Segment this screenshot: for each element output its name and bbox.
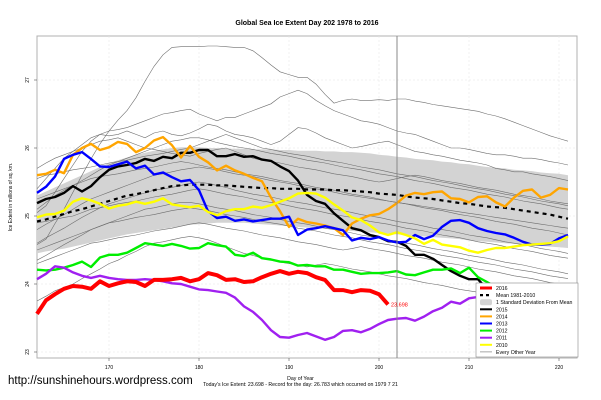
mean-line bbox=[36, 183, 569, 223]
series-line-2010 bbox=[36, 191, 569, 254]
legend-box bbox=[475, 282, 579, 358]
y-axis-label: Ice Extent in millions of sq. km. bbox=[8, 163, 14, 232]
series-line-2014 bbox=[36, 135, 569, 237]
legend-item: 1 Standard Deviation From Mean bbox=[480, 299, 573, 306]
other-year-line bbox=[36, 134, 569, 207]
legend-item: 2011 bbox=[480, 336, 507, 342]
today-caption: Today's Ice Extent: 23.698 - Record for … bbox=[203, 382, 398, 388]
x-tick-label: 170 bbox=[105, 365, 114, 371]
today-value-label: 23.698 bbox=[391, 302, 408, 308]
other-year-line bbox=[36, 45, 569, 245]
sd-band-group bbox=[37, 147, 568, 254]
legend-item: 2016 bbox=[480, 286, 508, 292]
legend-swatch bbox=[480, 299, 492, 306]
mean-line-group bbox=[36, 183, 569, 223]
other-year-line bbox=[36, 202, 569, 275]
other-year-line bbox=[36, 137, 569, 210]
legend-item: 2014 bbox=[480, 314, 508, 320]
y-tick-label: 26 bbox=[25, 145, 31, 151]
legend-label: 2016 bbox=[496, 286, 508, 292]
legend-label: Mean 1981-2010 bbox=[496, 293, 535, 299]
x-axis-ticks: 170 180 190 200 210 220 bbox=[105, 358, 564, 371]
y-tick-label: 23 bbox=[25, 349, 31, 355]
series-line-2013 bbox=[36, 150, 569, 246]
series-line-2016 bbox=[35, 269, 390, 316]
sd-band bbox=[37, 147, 568, 254]
legend-item: Mean 1981-2010 bbox=[480, 293, 535, 299]
other-year-line bbox=[36, 89, 569, 213]
legend-label: 2011 bbox=[496, 336, 507, 342]
series-group bbox=[35, 135, 569, 341]
other-year-line bbox=[36, 222, 569, 286]
legend-label: 2013 bbox=[496, 322, 508, 328]
x-tick-label: 200 bbox=[375, 365, 384, 371]
legend-label: 1 Standard Deviation From Mean bbox=[496, 300, 573, 306]
legend-item: 2010 bbox=[480, 343, 508, 349]
other-year-line bbox=[36, 188, 569, 259]
legend-label: 2014 bbox=[496, 314, 508, 320]
other-year-line bbox=[36, 207, 569, 279]
source-url[interactable]: http://sunshinehours.wordpress.com bbox=[8, 375, 193, 387]
legend-item: 2015 bbox=[480, 307, 508, 313]
legend-label: 2015 bbox=[496, 307, 508, 313]
other-year-line bbox=[36, 123, 569, 189]
series-line-2012 bbox=[36, 241, 569, 339]
legend-item: Every Other Year bbox=[480, 350, 536, 356]
legend-label: 2010 bbox=[496, 343, 508, 349]
x-tick-label: 210 bbox=[465, 365, 474, 371]
x-tick-label: 180 bbox=[195, 365, 204, 371]
other-year-line bbox=[36, 181, 569, 254]
legend-item: 2013 bbox=[480, 322, 508, 328]
x-axis-label: Day of Year bbox=[287, 376, 314, 382]
legend-label: 2012 bbox=[496, 329, 508, 335]
legend-label: Every Other Year bbox=[496, 350, 536, 356]
y-tick-label: 25 bbox=[25, 213, 31, 219]
legend-item: 2012 bbox=[480, 329, 508, 335]
x-tick-label: 220 bbox=[555, 365, 564, 371]
y-axis-ticks: 23 24 25 26 27 bbox=[25, 77, 37, 355]
series-line-2015 bbox=[36, 148, 569, 298]
y-tick-label: 24 bbox=[25, 281, 31, 287]
other-year-line bbox=[36, 161, 569, 236]
x-tick-label: 190 bbox=[285, 365, 294, 371]
other-year-line bbox=[36, 137, 569, 205]
chart-title: Global Sea Ice Extent Day 202 1978 to 20… bbox=[235, 20, 378, 27]
y-tick-label: 27 bbox=[25, 77, 31, 83]
